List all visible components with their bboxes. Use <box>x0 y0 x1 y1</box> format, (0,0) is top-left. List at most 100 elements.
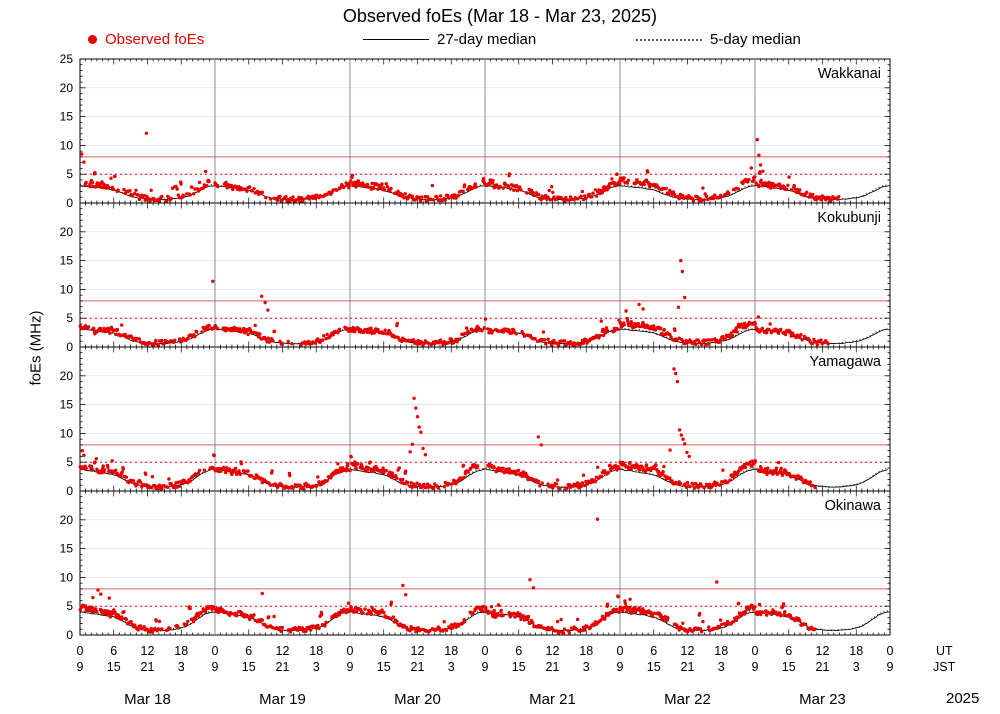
svg-text:21: 21 <box>546 660 560 674</box>
panel-wakkanai: 0 5 10 15 20 25 Wakkanai <box>60 52 891 210</box>
svg-text:18: 18 <box>174 644 188 658</box>
station-label: Okinawa <box>825 498 882 514</box>
page-title: Observed foEs (Mar 18 - Mar 23, 2025) <box>342 6 658 26</box>
observed-points <box>78 367 817 491</box>
svg-text:0: 0 <box>482 644 489 658</box>
svg-text:0: 0 <box>66 196 73 210</box>
day-label: Mar 18 <box>124 691 171 708</box>
panel-kokubunji: 0 5 10 15 20 Kokubunji <box>60 202 891 354</box>
median27-line-icon <box>363 39 429 40</box>
svg-text:21: 21 <box>411 660 425 674</box>
svg-text:3: 3 <box>583 660 590 674</box>
y-tick-labels: 0 5 10 15 20 <box>60 225 74 354</box>
panel-okinawa: 0 5 10 15 20 Okinawa <box>60 490 891 642</box>
day-label: Mar 22 <box>664 691 711 708</box>
legend-median5: 5-day median <box>636 31 801 48</box>
y-tick-labels: 0 5 10 15 20 25 <box>60 52 74 210</box>
svg-text:12: 12 <box>681 644 695 658</box>
day-label: Mar 21 <box>529 691 576 708</box>
svg-text:6: 6 <box>785 644 792 658</box>
svg-text:10: 10 <box>60 426 74 440</box>
median27-line <box>79 185 888 201</box>
svg-text:9: 9 <box>617 660 624 674</box>
svg-text:9: 9 <box>887 660 894 674</box>
svg-text:10: 10 <box>60 570 74 584</box>
svg-text:20: 20 <box>60 81 74 95</box>
svg-text:3: 3 <box>178 660 185 674</box>
svg-text:21: 21 <box>141 660 155 674</box>
svg-text:18: 18 <box>849 644 863 658</box>
svg-text:21: 21 <box>276 660 290 674</box>
svg-text:0: 0 <box>66 484 73 498</box>
svg-text:0: 0 <box>617 644 624 658</box>
svg-text:9: 9 <box>752 660 759 674</box>
x-axis-labels: 0 9 6 15 12 21 18 3 Mar 18 0 9 6 15 12 21 18 3 Mar 19 0 9 6 1… <box>77 644 894 708</box>
svg-text:21: 21 <box>681 660 695 674</box>
day-label: Mar 20 <box>394 691 441 708</box>
svg-text:6: 6 <box>515 644 522 658</box>
svg-text:5: 5 <box>66 455 73 469</box>
svg-text:0: 0 <box>66 340 73 354</box>
svg-text:0: 0 <box>887 644 894 658</box>
svg-text:0: 0 <box>77 644 84 658</box>
svg-text:6: 6 <box>110 644 117 658</box>
svg-text:20: 20 <box>60 225 74 239</box>
svg-text:10: 10 <box>60 138 74 152</box>
y-tick-labels: 0 5 10 15 20 <box>60 369 74 498</box>
svg-text:12: 12 <box>276 644 290 658</box>
svg-text:12: 12 <box>816 644 830 658</box>
svg-text:0: 0 <box>752 644 759 658</box>
svg-text:15: 15 <box>377 660 391 674</box>
svg-text:6: 6 <box>380 644 387 658</box>
median5-line <box>79 609 888 632</box>
svg-text:18: 18 <box>714 644 728 658</box>
svg-text:10: 10 <box>60 282 74 296</box>
station-label: Wakkanai <box>818 66 881 82</box>
panel-yamagawa: 0 5 10 15 20 Yamagawa <box>60 346 891 498</box>
svg-text:9: 9 <box>347 660 354 674</box>
svg-text:15: 15 <box>107 660 121 674</box>
observed-dot-icon <box>88 35 97 44</box>
svg-text:9: 9 <box>77 660 84 674</box>
svg-text:12: 12 <box>546 644 560 658</box>
svg-text:3: 3 <box>448 660 455 674</box>
station-label: Yamagawa <box>810 354 882 370</box>
svg-text:0: 0 <box>212 644 219 658</box>
svg-text:15: 15 <box>512 660 526 674</box>
svg-text:15: 15 <box>60 542 74 556</box>
svg-text:5: 5 <box>66 167 73 181</box>
year-label: 2025 <box>946 690 980 707</box>
jst-axis-label: JST <box>933 660 956 674</box>
svg-text:18: 18 <box>444 644 458 658</box>
svg-text:5: 5 <box>66 599 73 613</box>
legend-median27-label: 27-day median <box>437 31 537 48</box>
observed-points <box>80 131 841 204</box>
svg-text:18: 18 <box>579 644 593 658</box>
svg-text:9: 9 <box>482 660 489 674</box>
observed-points <box>78 258 830 348</box>
svg-text:5: 5 <box>66 311 73 325</box>
y-tick-labels: 0 5 10 15 20 <box>60 513 74 642</box>
median27-line <box>79 611 888 632</box>
svg-text:25: 25 <box>60 52 74 66</box>
median5-line-icon <box>636 38 702 41</box>
median5-line <box>79 467 888 488</box>
day-label: Mar 23 <box>799 691 846 708</box>
legend-observed: Observed foEs <box>88 31 204 48</box>
svg-text:3: 3 <box>853 660 860 674</box>
svg-text:12: 12 <box>411 644 425 658</box>
legend-median5-label: 5-day median <box>710 31 801 48</box>
svg-text:18: 18 <box>309 644 323 658</box>
legend-observed-label: Observed foEs <box>105 31 205 48</box>
svg-text:9: 9 <box>212 660 219 674</box>
svg-text:3: 3 <box>718 660 725 674</box>
svg-text:15: 15 <box>60 254 74 268</box>
legend-median27: 27-day median <box>363 31 536 48</box>
svg-text:21: 21 <box>816 660 830 674</box>
svg-text:20: 20 <box>60 513 74 527</box>
svg-text:12: 12 <box>141 644 155 658</box>
svg-text:6: 6 <box>245 644 252 658</box>
svg-text:15: 15 <box>782 660 796 674</box>
